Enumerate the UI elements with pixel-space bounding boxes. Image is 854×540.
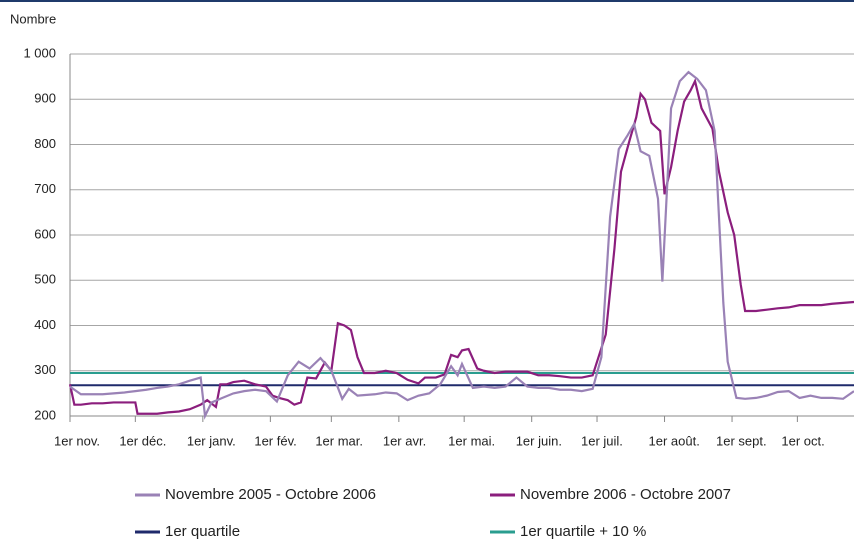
- y-tick-label: 900: [34, 91, 56, 106]
- legend-label: 1er quartile: [165, 523, 240, 540]
- y-tick-label: 500: [34, 272, 56, 287]
- x-tick-label: 1er janv.: [187, 433, 236, 448]
- x-tick-label: 1er oct.: [781, 433, 824, 448]
- y-tick-label: 400: [34, 317, 56, 332]
- x-tick-label: 1er déc.: [119, 433, 166, 448]
- series-line: [69, 70, 854, 420]
- y-axis-label: Nombre: [10, 11, 56, 26]
- y-tick-label: 200: [34, 407, 56, 422]
- x-tick-label: 1er mai.: [448, 433, 495, 448]
- x-tick-label: 1er nov.: [54, 433, 100, 448]
- legend-label: 1er quartile + 10 %: [520, 523, 646, 540]
- y-tick-label: 700: [34, 181, 56, 196]
- y-tick-label: 600: [34, 226, 56, 241]
- legend-label: Novembre 2005 - Octobre 2006: [165, 486, 376, 503]
- y-tick-label: 800: [34, 136, 56, 151]
- x-tick-label: 1er août.: [649, 433, 700, 448]
- x-tick-label: 1er avr.: [383, 433, 426, 448]
- x-tick-label: 1er juil.: [581, 433, 623, 448]
- x-tick-label: 1er mar.: [315, 433, 363, 448]
- y-tick-label: 1 000: [23, 45, 56, 60]
- legend-label: Novembre 2006 - Octobre 2007: [520, 486, 731, 503]
- x-tick-label: 1er fév.: [254, 433, 296, 448]
- y-tick-label: 300: [34, 362, 56, 377]
- x-tick-label: 1er sept.: [716, 433, 767, 448]
- x-tick-label: 1er juin.: [516, 433, 562, 448]
